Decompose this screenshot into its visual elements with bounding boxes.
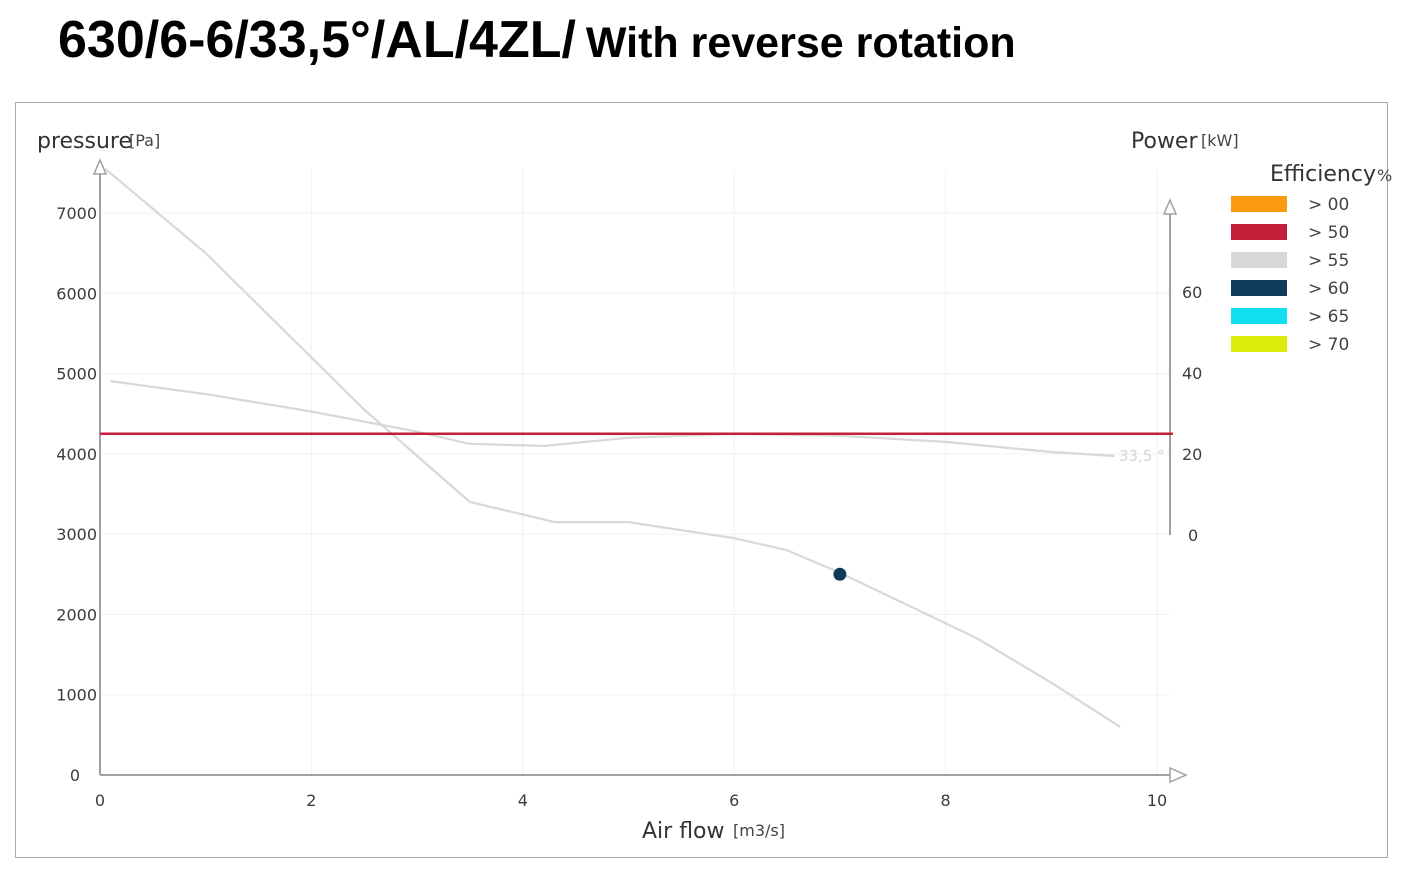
power-axis-unit: [kW] xyxy=(1201,131,1239,150)
legend-item-label: > 60 xyxy=(1308,279,1349,299)
x-tick-label: 6 xyxy=(729,791,739,810)
y-tick-label: 0 xyxy=(70,766,80,785)
chart-frame xyxy=(15,102,1388,858)
y-tick-label: 4000 xyxy=(56,445,97,464)
y-axis-unit: [Pa] xyxy=(129,131,160,150)
power-axis-arrow xyxy=(1162,198,1178,215)
series-label: 33,5 ° xyxy=(1119,447,1165,465)
chart-subtitle: With reverse rotation xyxy=(585,19,1016,67)
legend-item-label: > 00 xyxy=(1308,195,1349,215)
y-tick-label: 2000 xyxy=(56,605,97,624)
grid-lines xyxy=(100,170,1170,775)
legend-unit: % xyxy=(1377,166,1392,185)
series-line-1 xyxy=(110,380,1115,458)
x-axis-arrow xyxy=(1169,766,1188,784)
y-tick-label: 5000 xyxy=(56,365,97,384)
legend-swatch xyxy=(1231,308,1287,324)
chart-title: 630/6-6/33,5°/AL/4ZL/ xyxy=(58,11,576,69)
x-tick-label: 0 xyxy=(95,791,105,810)
legend-item-label: > 50 xyxy=(1308,223,1349,243)
legend-item-label: > 65 xyxy=(1308,307,1349,327)
series-group: 33,5 ° xyxy=(100,167,1173,728)
power-tick-label: 60 xyxy=(1182,283,1202,302)
series-line-0 xyxy=(104,167,1121,728)
x-axis-unit: [m3/s] xyxy=(733,821,785,840)
y-tick-label: 6000 xyxy=(56,284,97,303)
y-tick-label: 7000 xyxy=(56,204,97,223)
legend-swatch xyxy=(1231,252,1287,268)
power-axis-label: Power xyxy=(1131,129,1198,154)
legend-item-label: > 55 xyxy=(1308,251,1349,271)
x-tick-label: 2 xyxy=(306,791,316,810)
y-axis-arrow xyxy=(92,158,108,175)
page-title: 630/6-6/33,5°/AL/4ZL/With reverse rotati… xyxy=(58,14,1016,66)
tick-labels: 0 2 4 6 8 10 0 1000 2000 3000 4000 5000 6000 7000 0 20 4… xyxy=(56,204,1202,810)
legend-swatch xyxy=(1231,224,1287,240)
y-tick-label: 3000 xyxy=(56,525,97,544)
y-axis-label: pressure xyxy=(37,129,132,154)
x-axis-label: Air flow xyxy=(642,819,725,844)
x-tick-label: 10 xyxy=(1147,791,1167,810)
legend-item-label: > 70 xyxy=(1308,335,1349,355)
legend: > 00 > 50 > 55 > 60 > 65 > 70 xyxy=(1231,195,1349,355)
legend-swatch xyxy=(1231,196,1287,212)
axes xyxy=(92,158,1188,784)
power-tick-label: 40 xyxy=(1182,364,1202,383)
power-tick-label: 0 xyxy=(1188,526,1198,545)
y-tick-label: 1000 xyxy=(56,686,97,705)
x-tick-label: 8 xyxy=(941,791,951,810)
legend-swatch xyxy=(1231,336,1287,352)
operating-point-marker xyxy=(833,567,847,581)
x-tick-label: 4 xyxy=(518,791,528,810)
legend-title: Efficiency xyxy=(1270,162,1376,187)
power-tick-label: 20 xyxy=(1182,445,1202,464)
legend-swatch xyxy=(1231,280,1287,296)
